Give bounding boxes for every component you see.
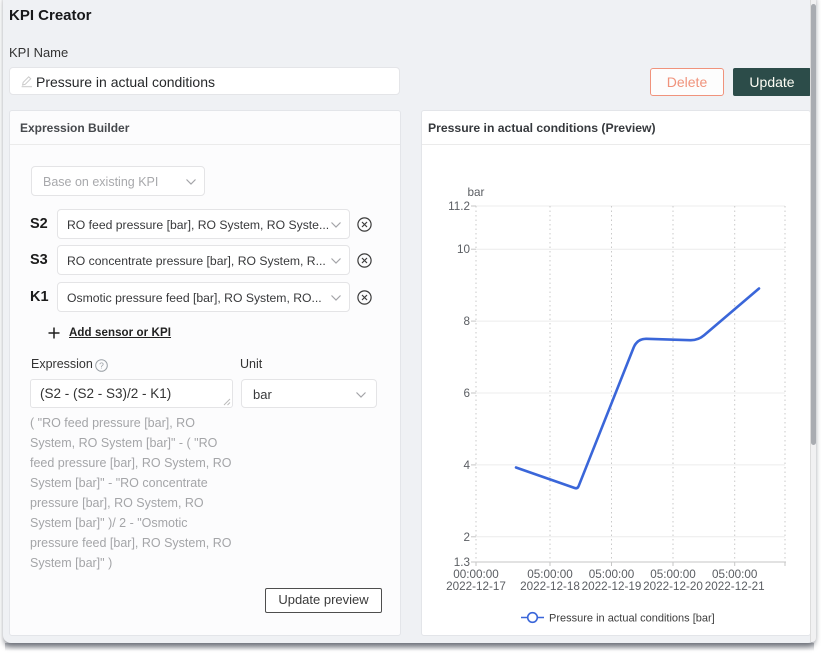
svg-text:4: 4 <box>463 459 470 472</box>
svg-text:05:00:00: 05:00:00 <box>589 568 635 581</box>
svg-text:05:00:00: 05:00:00 <box>712 568 758 581</box>
svg-text:?: ? <box>99 360 104 370</box>
svg-text:10: 10 <box>457 243 471 256</box>
svg-text:1.3: 1.3 <box>454 556 470 569</box>
svg-text:05:00:00: 05:00:00 <box>650 568 696 581</box>
svg-text:6: 6 <box>463 387 470 400</box>
svg-text:2022-12-19: 2022-12-19 <box>582 580 642 593</box>
svg-text:Pressure in actual conditions: Pressure in actual conditions [bar] <box>549 613 715 625</box>
svg-text:2022-12-18: 2022-12-18 <box>520 580 580 593</box>
svg-text:bar: bar <box>468 186 485 199</box>
svg-text:00:00:00: 00:00:00 <box>453 568 499 581</box>
svg-text:2: 2 <box>463 531 470 544</box>
svg-text:2022-12-21: 2022-12-21 <box>705 580 765 593</box>
svg-text:11.2: 11.2 <box>448 200 470 213</box>
svg-text:05:00:00: 05:00:00 <box>527 568 573 581</box>
svg-text:8: 8 <box>463 315 470 328</box>
svg-text:2022-12-20: 2022-12-20 <box>643 580 703 593</box>
svg-text:2022-12-17: 2022-12-17 <box>446 580 506 593</box>
